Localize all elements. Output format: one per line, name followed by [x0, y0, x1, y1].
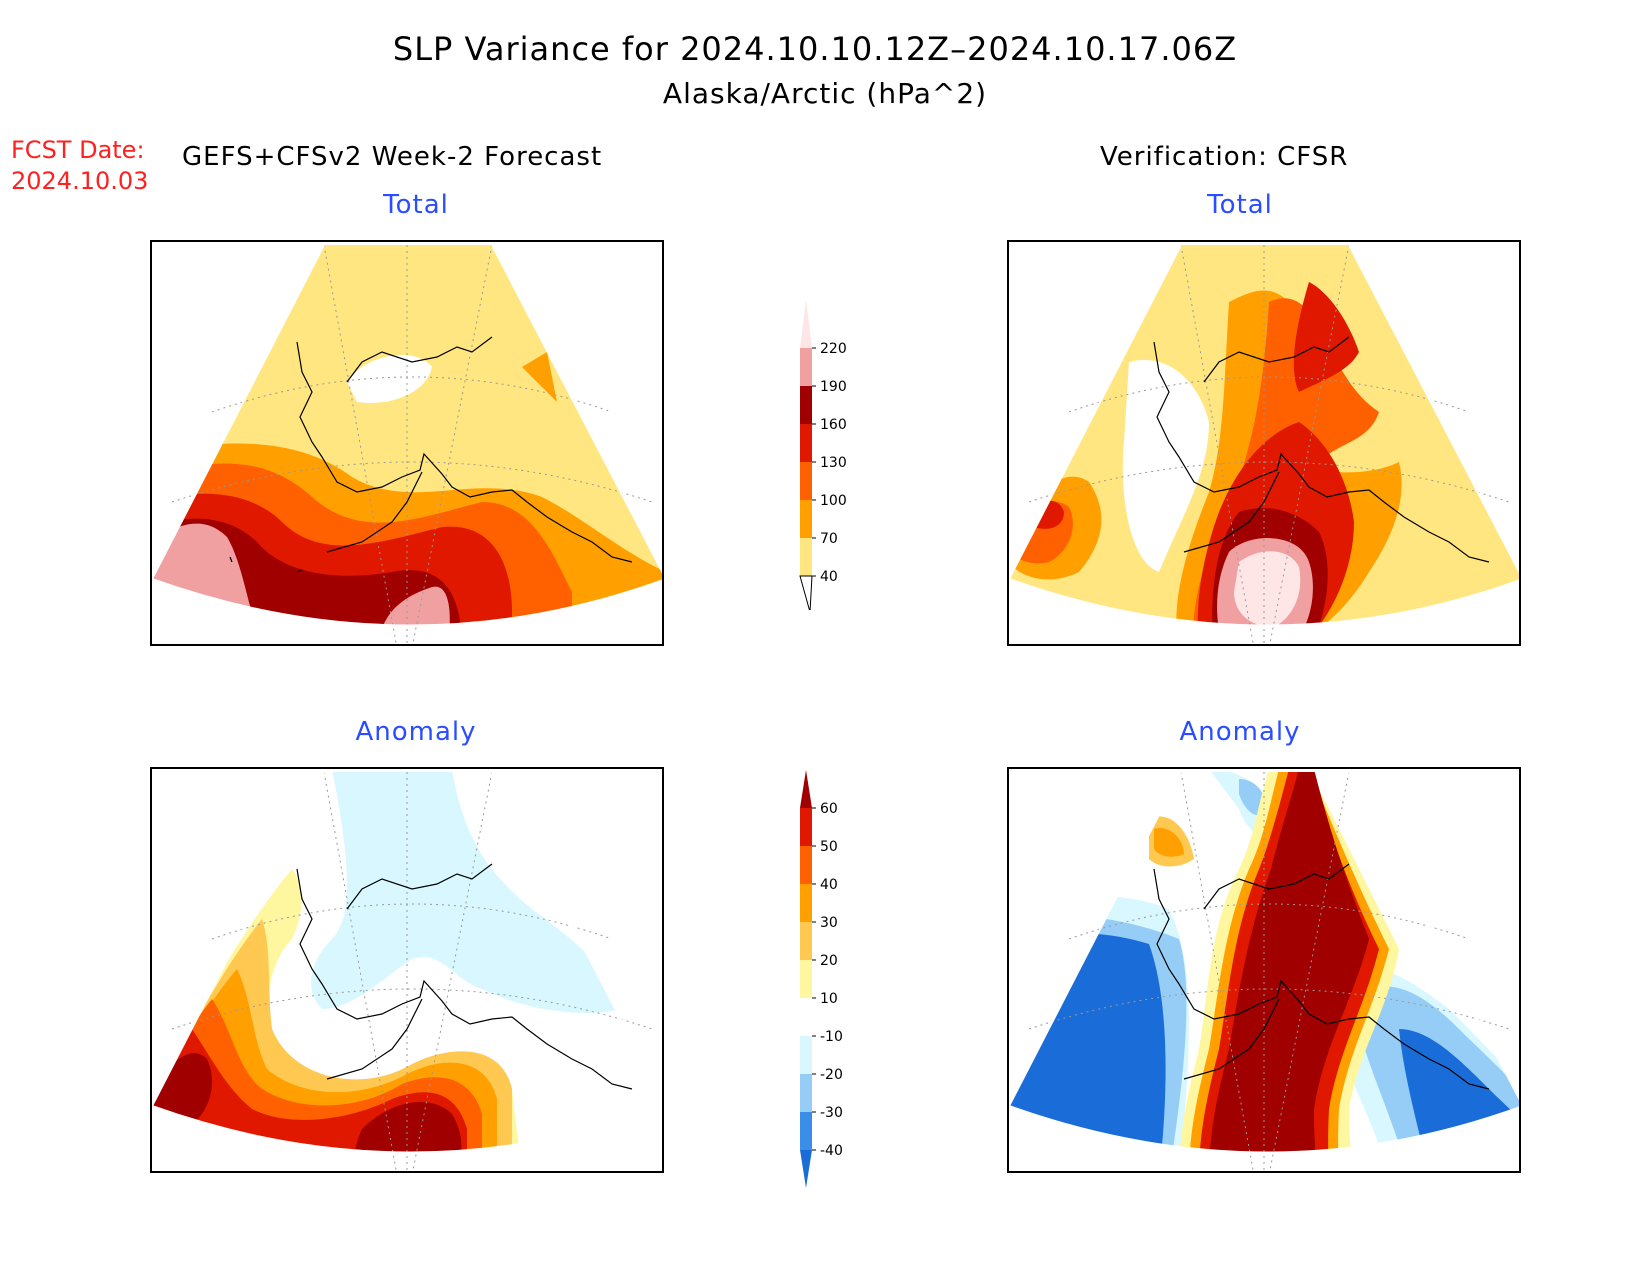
forecast-anomaly-map	[150, 767, 664, 1173]
anomaly-colorbar-swatch-2	[800, 1074, 812, 1112]
total-colorbar-label-5: 190	[820, 379, 847, 395]
graticule	[171, 244, 653, 644]
anomaly-colorbar-label-4: 10	[820, 991, 838, 1007]
anomaly-colorbar-label-0: -40	[820, 1143, 843, 1159]
anomaly-colorbar-label-3: -10	[820, 1029, 843, 1045]
total-colorbar-swatch-4	[800, 386, 812, 424]
total-colorbar-low-triangle	[799, 575, 813, 610]
verification-anomaly-title: Anomaly	[1179, 717, 1301, 747]
forecast-header: GEFS+CFSv2 Week-2 Forecast	[182, 142, 603, 172]
verification-total-title: Total	[1207, 190, 1273, 220]
total-colorbar-swatch-0	[800, 538, 812, 576]
total-colorbar: 40 70 100 130 160 190 220	[799, 300, 847, 610]
total-colorbar-label-0: 40	[820, 569, 838, 585]
anomaly-colorbar-swatch-7	[800, 884, 812, 922]
anomaly-colorbar-swatch-5	[800, 960, 812, 998]
anomaly-colorbar-label-6: 30	[820, 915, 838, 931]
anomaly-colorbar-label-5: 20	[820, 953, 838, 969]
forecast-anomaly-title: Anomaly	[355, 717, 477, 747]
total-colorbar-swatch-1	[800, 500, 812, 538]
total-colorbar-label-3: 130	[820, 455, 847, 471]
coastline	[229, 336, 633, 573]
region-70-100-east	[522, 352, 557, 402]
map-subtitle: Alaska/Arctic (hPa^2)	[662, 77, 988, 110]
anomaly-colorbar-label-9: 60	[820, 801, 838, 817]
verification-header: Verification: CFSR	[1100, 142, 1349, 172]
anomaly-colorbar-swatch-6	[800, 922, 812, 960]
total-colorbar-label-2: 100	[820, 493, 847, 509]
total-colorbar-label-6: 220	[820, 341, 847, 357]
anomaly-colorbar-label-2: -20	[820, 1067, 843, 1083]
anomaly-colorbar-swatch-0	[800, 1150, 812, 1188]
total-colorbar-label-4: 160	[820, 417, 847, 433]
anomaly-colorbar-swatch-1	[800, 1112, 812, 1150]
anomaly-colorbar-swatch-8	[800, 846, 812, 884]
anomaly-colorbar-label-1: -30	[820, 1105, 843, 1121]
total-colorbar-swatch-2	[800, 462, 812, 500]
region-190-220-south	[377, 586, 450, 626]
total-colorbar-swatch-6	[800, 300, 812, 348]
forecast-total-title: Total	[383, 190, 449, 220]
verification-anomaly-map	[1007, 767, 1521, 1173]
anomaly-colorbar-swatch-9	[800, 808, 812, 846]
anomaly-colorbar-label-8: 50	[820, 839, 838, 855]
total-colorbar-label-1: 70	[820, 531, 838, 547]
total-colorbar-swatch-5	[800, 348, 812, 386]
forecast-date-label: FCST Date:	[11, 136, 145, 164]
anomaly-colorbar-label-7: 40	[820, 877, 838, 893]
anomaly-colorbar-swatch-3	[800, 1036, 812, 1074]
forecast-total-map	[150, 240, 664, 646]
region-below-40	[347, 355, 432, 403]
anomaly-colorbar-swatch-4	[800, 998, 812, 1036]
anomaly-colorbar: -40 -30 -20 -10 10 20 30 40 50 60	[800, 770, 843, 1188]
map-title: SLP Variance for 2024.10.10.12Z–2024.10.…	[392, 30, 1238, 68]
total-colorbar-swatch-3	[800, 424, 812, 462]
verification-total-map	[1007, 240, 1521, 646]
forecast-date-value: 2024.10.03	[11, 167, 149, 195]
anomaly-colorbar-swatch-10	[800, 770, 812, 808]
